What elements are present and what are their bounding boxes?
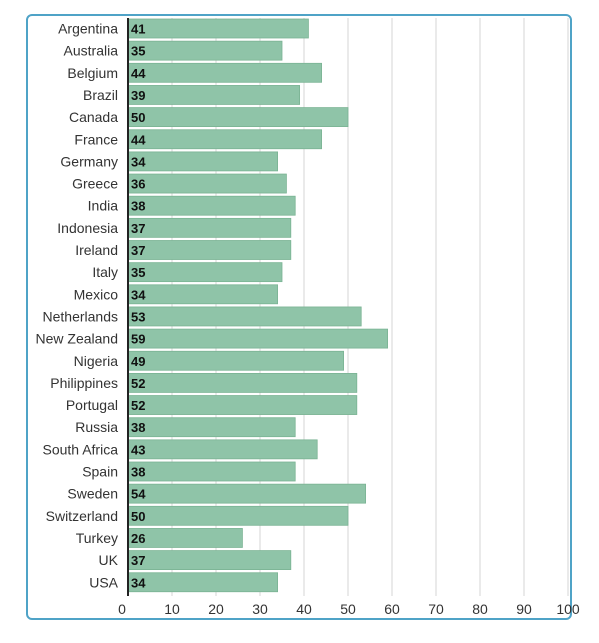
- category-label: Greece: [72, 176, 118, 192]
- bar: [127, 550, 292, 570]
- bar: [127, 107, 349, 127]
- bar: [127, 483, 367, 504]
- category-label: Argentina: [58, 21, 118, 37]
- category-label: Nigeria: [74, 353, 119, 369]
- x-tick-label: 50: [340, 601, 356, 617]
- value-label: 35: [131, 44, 145, 59]
- category-label: Switzerland: [46, 508, 118, 524]
- x-tick-label: 90: [516, 601, 532, 617]
- value-label: 38: [131, 199, 145, 214]
- value-label: 53: [131, 309, 145, 324]
- x-tick-label: 100: [556, 601, 580, 617]
- x-tick-label: 70: [428, 601, 444, 617]
- bar: [127, 40, 283, 61]
- bars: [127, 18, 389, 593]
- bar: [127, 173, 287, 194]
- x-tick-label: 10: [164, 601, 180, 617]
- bar: [127, 350, 345, 371]
- category-label: Spain: [82, 464, 118, 480]
- value-label: 37: [131, 221, 145, 236]
- category-labels: Argentina Australia Belgium Brazil Canada Fra…: [36, 21, 119, 591]
- bar: [127, 572, 279, 593]
- value-label: 35: [131, 265, 145, 280]
- bar: [127, 395, 358, 415]
- value-labels: 41 35 44 39 50 44 34 36 38 37 37 35 34 53 59 49 52 52 38 43…: [131, 22, 146, 591]
- category-label: Mexico: [74, 286, 119, 302]
- bar: [127, 284, 279, 305]
- value-label: 59: [131, 332, 145, 347]
- category-label: South Africa: [43, 441, 119, 457]
- x-tick-label: 80: [472, 601, 488, 617]
- value-label: 44: [131, 132, 146, 147]
- category-label: Indonesia: [57, 220, 118, 236]
- value-label: 37: [131, 553, 145, 568]
- category-label: Sweden: [67, 486, 118, 502]
- value-label: 37: [131, 243, 145, 258]
- x-tick-label: 60: [384, 601, 400, 617]
- category-label: Belgium: [67, 65, 118, 81]
- bar: [127, 18, 309, 39]
- value-label: 41: [131, 22, 145, 37]
- bar: [127, 85, 301, 105]
- bar: [127, 461, 296, 482]
- value-label: 34: [131, 287, 146, 302]
- value-label: 52: [131, 398, 145, 413]
- category-label: UK: [99, 552, 119, 568]
- bar: [127, 417, 296, 438]
- category-label: Turkey: [76, 530, 118, 546]
- bar: [127, 217, 292, 238]
- bar: [127, 151, 279, 172]
- bar: [127, 62, 323, 83]
- value-label: 26: [131, 531, 145, 546]
- bar: [127, 262, 283, 283]
- category-label: Germany: [60, 153, 118, 169]
- value-label: 38: [131, 465, 145, 480]
- category-label: Russia: [75, 419, 118, 435]
- category-label: Philippines: [50, 375, 118, 391]
- x-tick-label: 30: [252, 601, 268, 617]
- x-tick-label: 40: [296, 601, 312, 617]
- category-label: Italy: [92, 264, 118, 280]
- bar: [127, 328, 389, 349]
- category-label: Ireland: [75, 242, 118, 258]
- value-label: 44: [131, 66, 146, 81]
- category-label: Canada: [69, 109, 118, 125]
- value-label: 54: [131, 487, 146, 502]
- category-label: USA: [89, 574, 118, 590]
- bar: [127, 306, 362, 327]
- bar: [127, 195, 296, 216]
- value-label: 50: [131, 110, 145, 125]
- value-label: 49: [131, 354, 145, 369]
- category-label: New Zealand: [36, 331, 119, 347]
- x-tick-labels: 0 10 20 30 40 50 60 70 80 90 100: [118, 601, 580, 617]
- category-label: Australia: [64, 43, 119, 59]
- bar: [127, 439, 318, 460]
- bar: [127, 372, 358, 393]
- value-label: 38: [131, 420, 145, 435]
- x-tick-label: 20: [208, 601, 224, 617]
- category-label: France: [74, 131, 118, 147]
- value-label: 34: [131, 575, 146, 590]
- value-label: 43: [131, 442, 145, 457]
- value-label: 39: [131, 88, 145, 103]
- bar: [127, 129, 323, 150]
- category-label: Brazil: [83, 87, 118, 103]
- category-label: India: [88, 198, 119, 214]
- category-label: Netherlands: [43, 308, 119, 324]
- value-label: 50: [131, 509, 145, 524]
- x-tick-label: 0: [118, 601, 126, 617]
- value-label: 36: [131, 177, 145, 192]
- bar: [127, 505, 349, 526]
- value-label: 34: [131, 154, 146, 169]
- bar: [127, 240, 292, 260]
- value-label: 52: [131, 376, 145, 391]
- category-label: Portugal: [66, 397, 118, 413]
